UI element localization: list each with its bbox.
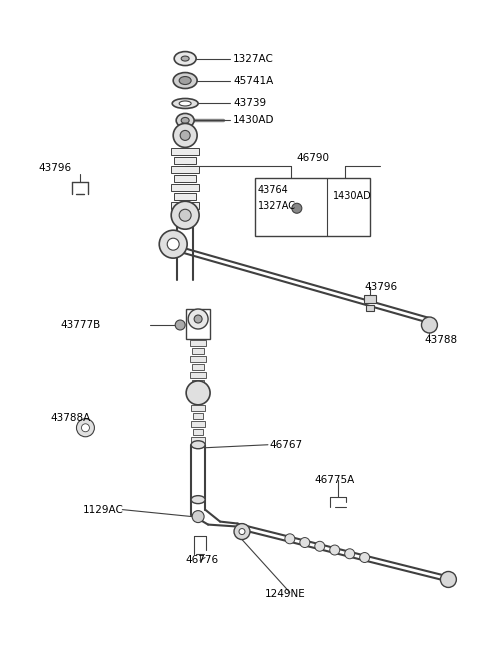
Bar [190,340,206,346]
Ellipse shape [176,113,194,128]
Text: 43777B: 43777B [60,320,101,330]
Circle shape [173,123,197,147]
Circle shape [76,419,95,437]
Bar [174,157,196,164]
Circle shape [360,553,370,563]
Bar [192,380,204,386]
Circle shape [315,541,325,552]
Text: 1430AD: 1430AD [333,191,372,201]
Ellipse shape [191,441,205,449]
Circle shape [171,201,199,229]
Text: 43764: 43764 [258,185,288,195]
Circle shape [292,203,302,214]
Bar [193,413,203,419]
Ellipse shape [181,56,189,61]
Circle shape [194,315,202,323]
Text: 1327AC: 1327AC [233,54,274,64]
Bar [186,309,210,339]
Bar [171,149,199,155]
Bar [191,405,205,411]
Text: 43796: 43796 [365,282,398,292]
Ellipse shape [174,52,196,66]
Circle shape [345,549,355,559]
Circle shape [300,538,310,548]
Bar [191,437,205,443]
Ellipse shape [179,101,191,106]
Bar [190,356,206,362]
Text: 46776: 46776 [185,555,218,565]
Ellipse shape [172,98,198,109]
Text: 46775A: 46775A [315,475,355,485]
Ellipse shape [179,77,191,84]
Text: 43788: 43788 [424,335,457,345]
Circle shape [180,130,190,140]
Text: 43796: 43796 [38,163,72,174]
Bar [174,176,196,182]
Bar [193,429,203,435]
Circle shape [186,381,210,405]
Circle shape [167,238,179,250]
Circle shape [175,320,185,330]
Bar [174,193,196,200]
Circle shape [179,209,191,221]
Bar [190,372,206,378]
Circle shape [82,424,89,432]
Bar [366,305,373,311]
Circle shape [330,545,340,555]
Ellipse shape [173,73,197,88]
Bar [191,421,205,427]
Bar [255,178,370,236]
Bar [171,166,199,174]
Bar [171,184,199,191]
Text: 45741A: 45741A [233,75,273,86]
Bar [192,364,204,370]
Circle shape [234,523,250,540]
Text: 1129AC: 1129AC [83,504,123,515]
Text: 1249NE: 1249NE [265,590,306,599]
Text: 43788A: 43788A [50,413,91,423]
Ellipse shape [181,117,189,123]
Circle shape [285,534,295,544]
Text: 1327AC: 1327AC [258,201,296,212]
Text: 46767: 46767 [270,440,303,450]
Circle shape [188,309,208,329]
Circle shape [421,317,437,333]
Circle shape [159,230,187,258]
Circle shape [192,511,204,523]
Bar [364,295,376,303]
Text: 43739: 43739 [233,98,266,109]
Circle shape [239,529,245,534]
Bar [192,348,204,354]
Text: 1430AD: 1430AD [233,115,275,126]
Bar [171,202,199,209]
Circle shape [441,571,456,588]
Ellipse shape [191,496,205,504]
Text: 46790: 46790 [297,153,330,163]
